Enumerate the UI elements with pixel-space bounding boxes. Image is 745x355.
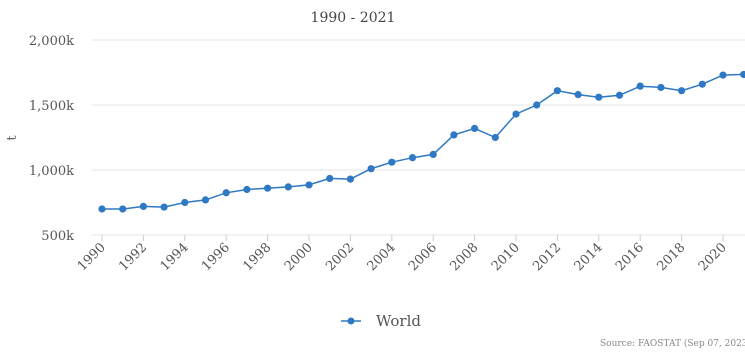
- data-point[interactable]: [367, 165, 375, 173]
- data-point[interactable]: [98, 205, 106, 213]
- x-tick-label: 2008: [447, 240, 481, 274]
- y-tick-label: 1,500k: [29, 99, 74, 114]
- data-point[interactable]: [636, 82, 644, 90]
- legend-swatch-marker: [347, 317, 355, 325]
- data-point[interactable]: [264, 184, 272, 192]
- legend-item-world[interactable]: World: [376, 312, 421, 330]
- data-point[interactable]: [471, 124, 479, 132]
- data-point[interactable]: [160, 203, 168, 211]
- data-point[interactable]: [284, 183, 292, 191]
- x-axis-ticks: 1990 1992 1994 1996 1998 2000 2002 2004 2006 2008…: [75, 235, 730, 274]
- data-point[interactable]: [574, 91, 582, 99]
- x-tick-label: 2002: [323, 240, 357, 274]
- y-axis-label: t: [5, 135, 20, 141]
- data-point[interactable]: [119, 205, 127, 213]
- data-point[interactable]: [450, 131, 458, 139]
- x-tick-label: 2006: [406, 240, 440, 274]
- data-point[interactable]: [491, 133, 499, 142]
- x-tick-label: 2004: [365, 240, 399, 274]
- data-point[interactable]: [533, 101, 541, 109]
- x-tick-label: 2016: [613, 240, 647, 274]
- series-layer: [98, 70, 745, 213]
- gridlines: [92, 39, 745, 236]
- x-tick-label: 1998: [240, 240, 274, 274]
- data-point[interactable]: [678, 87, 686, 95]
- data-point[interactable]: [615, 91, 624, 99]
- y-tick-label: 500k: [41, 229, 74, 244]
- data-point[interactable]: [201, 196, 210, 204]
- y-tick-label: 2,000k: [29, 34, 74, 49]
- data-point[interactable]: [429, 150, 437, 158]
- data-point[interactable]: [719, 71, 727, 79]
- data-point[interactable]: [346, 175, 354, 183]
- x-tick-label: 2012: [530, 240, 564, 274]
- data-point[interactable]: [512, 110, 520, 118]
- legend[interactable]: World: [341, 312, 421, 330]
- x-tick-label: 2010: [489, 240, 523, 274]
- x-tick-label: 1996: [199, 240, 233, 274]
- x-tick-label: 1994: [158, 240, 192, 274]
- x-tick-label: 2020: [696, 240, 730, 274]
- data-point[interactable]: [740, 70, 745, 79]
- data-point[interactable]: [388, 158, 396, 166]
- data-point[interactable]: [408, 154, 417, 162]
- series-line-world: [102, 73, 744, 210]
- data-point[interactable]: [553, 87, 562, 95]
- chart-title: 1990 - 2021: [311, 10, 396, 26]
- data-point[interactable]: [243, 185, 251, 194]
- y-tick-label: 1,000k: [29, 164, 74, 179]
- x-tick-label: 2000: [282, 240, 316, 274]
- source-note: Source: FAOSTAT (Sep 07, 2023): [600, 338, 745, 349]
- x-tick-label: 1990: [75, 240, 109, 274]
- x-tick-label: 1992: [116, 240, 150, 274]
- data-point[interactable]: [222, 189, 230, 197]
- data-point[interactable]: [595, 93, 603, 101]
- x-tick-label: 2018: [654, 240, 688, 274]
- data-point[interactable]: [139, 202, 147, 210]
- y-axis-ticks: 500k 1,000k 1,500k 2,000k: [29, 34, 74, 244]
- data-point[interactable]: [657, 83, 665, 92]
- data-point[interactable]: [326, 174, 334, 183]
- data-point[interactable]: [181, 198, 189, 207]
- data-point[interactable]: [698, 80, 706, 88]
- x-tick-label: 2014: [572, 240, 606, 274]
- data-point[interactable]: [305, 181, 313, 189]
